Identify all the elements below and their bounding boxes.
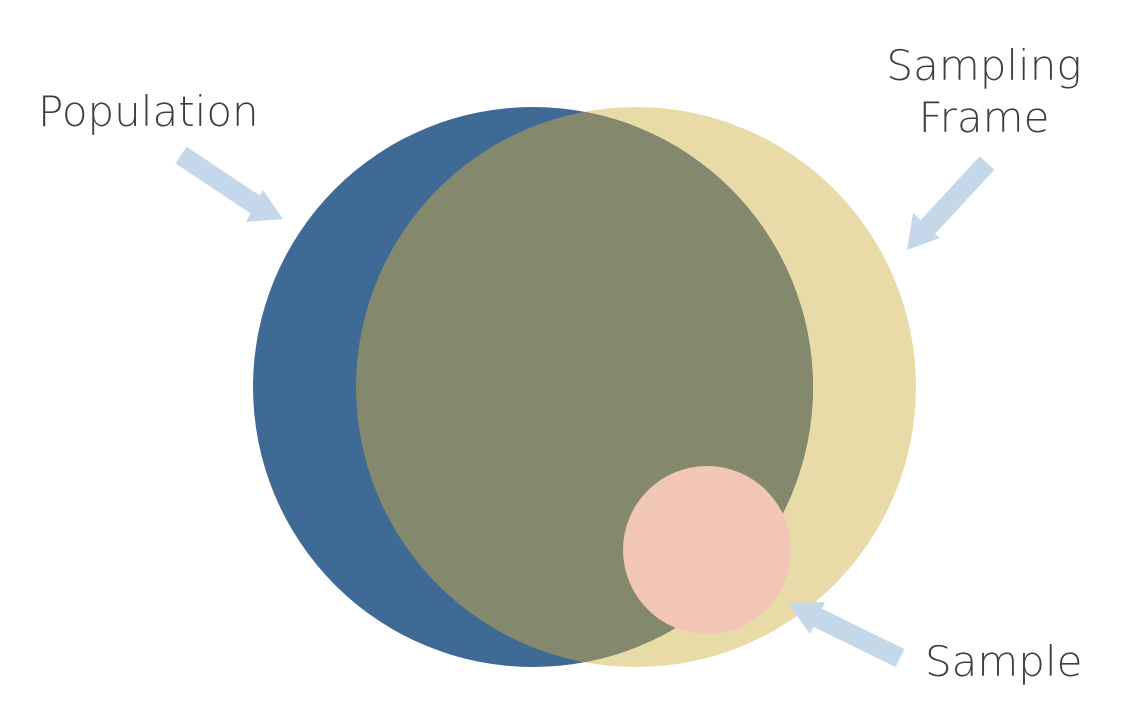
sample-arrow-icon xyxy=(788,602,905,667)
sampling-frame-label-line2: Frame xyxy=(919,93,1050,142)
population-label: Population xyxy=(38,87,259,136)
sampling-frame-arrow-icon xyxy=(907,156,995,250)
sampling-frame-label-line1: Sampling xyxy=(886,41,1081,90)
population-arrow-icon xyxy=(175,146,283,222)
sample-circle xyxy=(623,466,791,634)
sample-label: Sample xyxy=(925,637,1082,686)
